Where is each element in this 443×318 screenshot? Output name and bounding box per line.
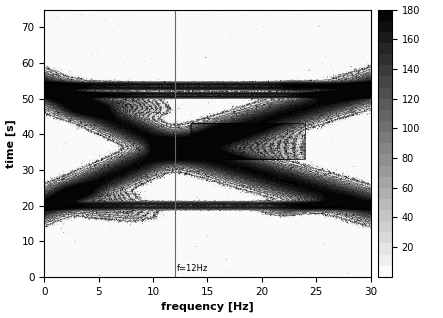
Text: f=12Hz: f=12Hz <box>176 264 208 273</box>
Y-axis label: time [s]: time [s] <box>6 119 16 168</box>
X-axis label: frequency [Hz]: frequency [Hz] <box>161 302 254 313</box>
